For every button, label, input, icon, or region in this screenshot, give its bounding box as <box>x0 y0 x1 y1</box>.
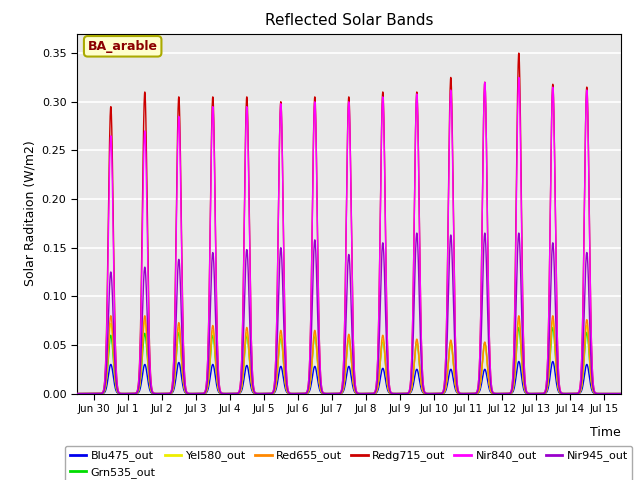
Legend: Blu475_out, Grn535_out, Yel580_out, Red655_out, Redg715_out, Nir840_out, Nir945_: Blu475_out, Grn535_out, Yel580_out, Red6… <box>65 446 632 480</box>
Title: Reflected Solar Bands: Reflected Solar Bands <box>264 13 433 28</box>
Text: BA_arable: BA_arable <box>88 40 157 53</box>
Text: Time: Time <box>590 426 621 439</box>
Y-axis label: Solar Raditaion (W/m2): Solar Raditaion (W/m2) <box>23 141 36 287</box>
